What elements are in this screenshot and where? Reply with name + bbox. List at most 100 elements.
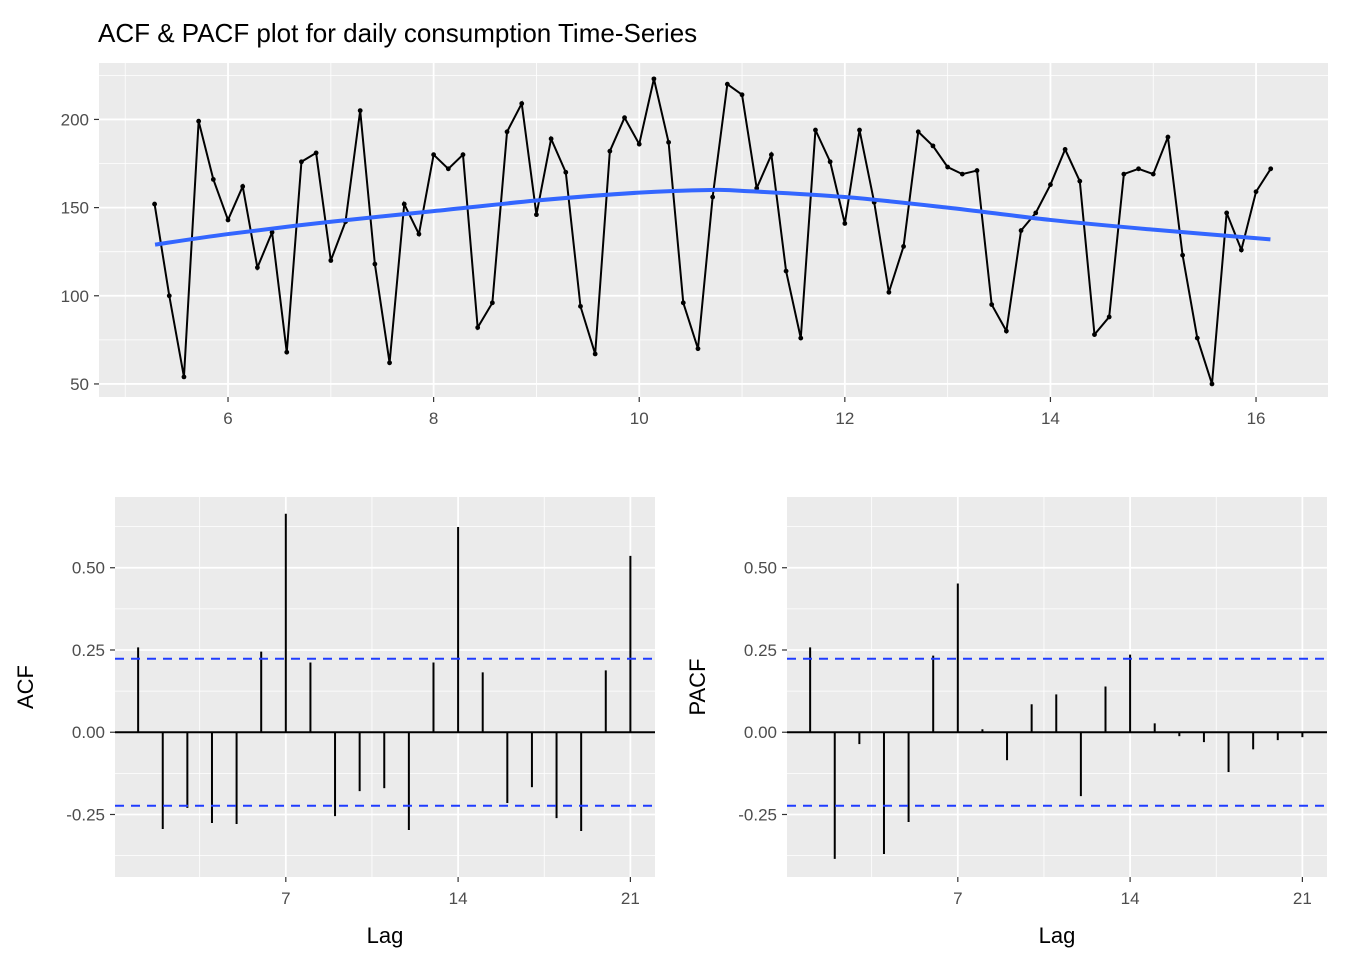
data-point — [1003, 328, 1009, 334]
data-point — [636, 141, 642, 147]
data-point — [1209, 381, 1215, 387]
chart-title: ACF & PACF plot for daily consumption Ti… — [98, 18, 697, 48]
data-point — [798, 335, 804, 341]
data-point — [695, 346, 701, 352]
x-tick-label: 7 — [281, 889, 290, 908]
data-point — [1194, 335, 1200, 341]
panel-timeseries: 50 100 150 200 6 8 10 12 14 16 — [61, 63, 1328, 428]
data-point — [210, 176, 216, 182]
data-point — [945, 164, 951, 170]
data-point — [1238, 247, 1244, 253]
data-point — [959, 171, 965, 177]
y-tick-label: 0.50 — [744, 559, 777, 578]
data-point — [783, 268, 789, 274]
x-tick-label: 6 — [223, 409, 232, 428]
data-point — [284, 349, 290, 355]
y-tick-label: 150 — [61, 199, 89, 218]
data-point — [974, 168, 980, 173]
data-point — [1092, 332, 1097, 337]
data-point — [269, 229, 275, 235]
x-axis-title: Lag — [1039, 923, 1076, 948]
data-point — [930, 143, 936, 149]
x-tick-label: 14 — [1121, 889, 1140, 908]
panel-pacf: -0.25 0.00 0.25 0.50 7 14 21 Lag PACF — [685, 497, 1327, 948]
x-tick-label: 8 — [429, 409, 438, 428]
data-point — [651, 76, 657, 82]
data-point — [196, 118, 202, 124]
x-tick-label: 21 — [1293, 889, 1312, 908]
data-point — [1180, 252, 1186, 258]
data-point — [504, 129, 510, 135]
data-point — [1077, 178, 1083, 184]
data-point — [1165, 134, 1171, 140]
data-point — [534, 212, 539, 218]
data-point — [431, 152, 437, 158]
panel-acf: -0.25 0.00 0.25 0.50 7 14 21 Lag ACF — [13, 497, 655, 948]
data-point — [489, 300, 495, 306]
data-point — [445, 166, 451, 172]
x-tick-label: 10 — [630, 409, 649, 428]
data-point — [519, 101, 525, 106]
data-point — [607, 148, 613, 154]
data-point — [857, 127, 862, 133]
data-point — [592, 351, 598, 357]
x-tick-label: 21 — [621, 889, 640, 908]
data-point — [181, 374, 187, 380]
data-point — [710, 194, 716, 200]
data-point — [1224, 210, 1230, 216]
data-point — [901, 244, 906, 249]
data-point — [254, 265, 260, 270]
data-point — [886, 289, 892, 295]
data-point — [372, 261, 378, 267]
x-tick-label: 16 — [1247, 409, 1266, 428]
data-point — [680, 300, 686, 306]
data-point — [915, 129, 921, 135]
data-point — [387, 360, 392, 366]
panel-background — [115, 497, 655, 877]
data-point — [401, 201, 407, 207]
data-point — [152, 201, 157, 207]
y-tick-label: 0.25 — [744, 641, 777, 660]
data-point — [328, 258, 334, 263]
x-tick-label: 14 — [1041, 409, 1060, 428]
data-point — [666, 139, 671, 145]
data-point — [989, 302, 995, 307]
smooth-trend-line — [154, 187, 1271, 247]
y-tick-label: 50 — [70, 375, 89, 394]
y-tick-label: 0.25 — [72, 641, 105, 660]
data-point — [548, 136, 554, 142]
x-tick-label: 7 — [953, 889, 962, 908]
y-tick-label: 0.00 — [744, 723, 777, 742]
y-tick-label: -0.25 — [738, 805, 777, 824]
data-point — [1018, 228, 1024, 233]
data-point — [460, 152, 466, 158]
data-point — [1136, 166, 1141, 172]
data-point — [622, 115, 627, 121]
y-tick-label: 0.00 — [72, 723, 105, 742]
data-point — [475, 325, 481, 330]
data-point — [357, 108, 363, 114]
data-point — [1121, 171, 1127, 177]
data-point — [768, 152, 774, 158]
data-point — [299, 159, 304, 165]
data-point — [563, 169, 569, 175]
data-point — [827, 159, 833, 165]
data-point — [754, 185, 760, 191]
data-point — [724, 81, 730, 87]
data-point — [578, 303, 583, 309]
panel-background — [787, 497, 1327, 877]
data-point — [1268, 166, 1274, 172]
y-tick-label: 200 — [61, 110, 89, 129]
y-axis-title: PACF — [685, 658, 710, 715]
y-tick-label: 100 — [61, 287, 89, 306]
data-point — [166, 293, 172, 299]
data-point — [313, 150, 319, 156]
data-point — [1253, 189, 1259, 195]
y-tick-label: -0.25 — [66, 805, 105, 824]
x-tick-label: 12 — [835, 409, 854, 428]
data-point — [416, 231, 422, 237]
data-point — [842, 221, 848, 226]
data-point — [813, 127, 818, 133]
x-axis-title: Lag — [367, 923, 404, 948]
